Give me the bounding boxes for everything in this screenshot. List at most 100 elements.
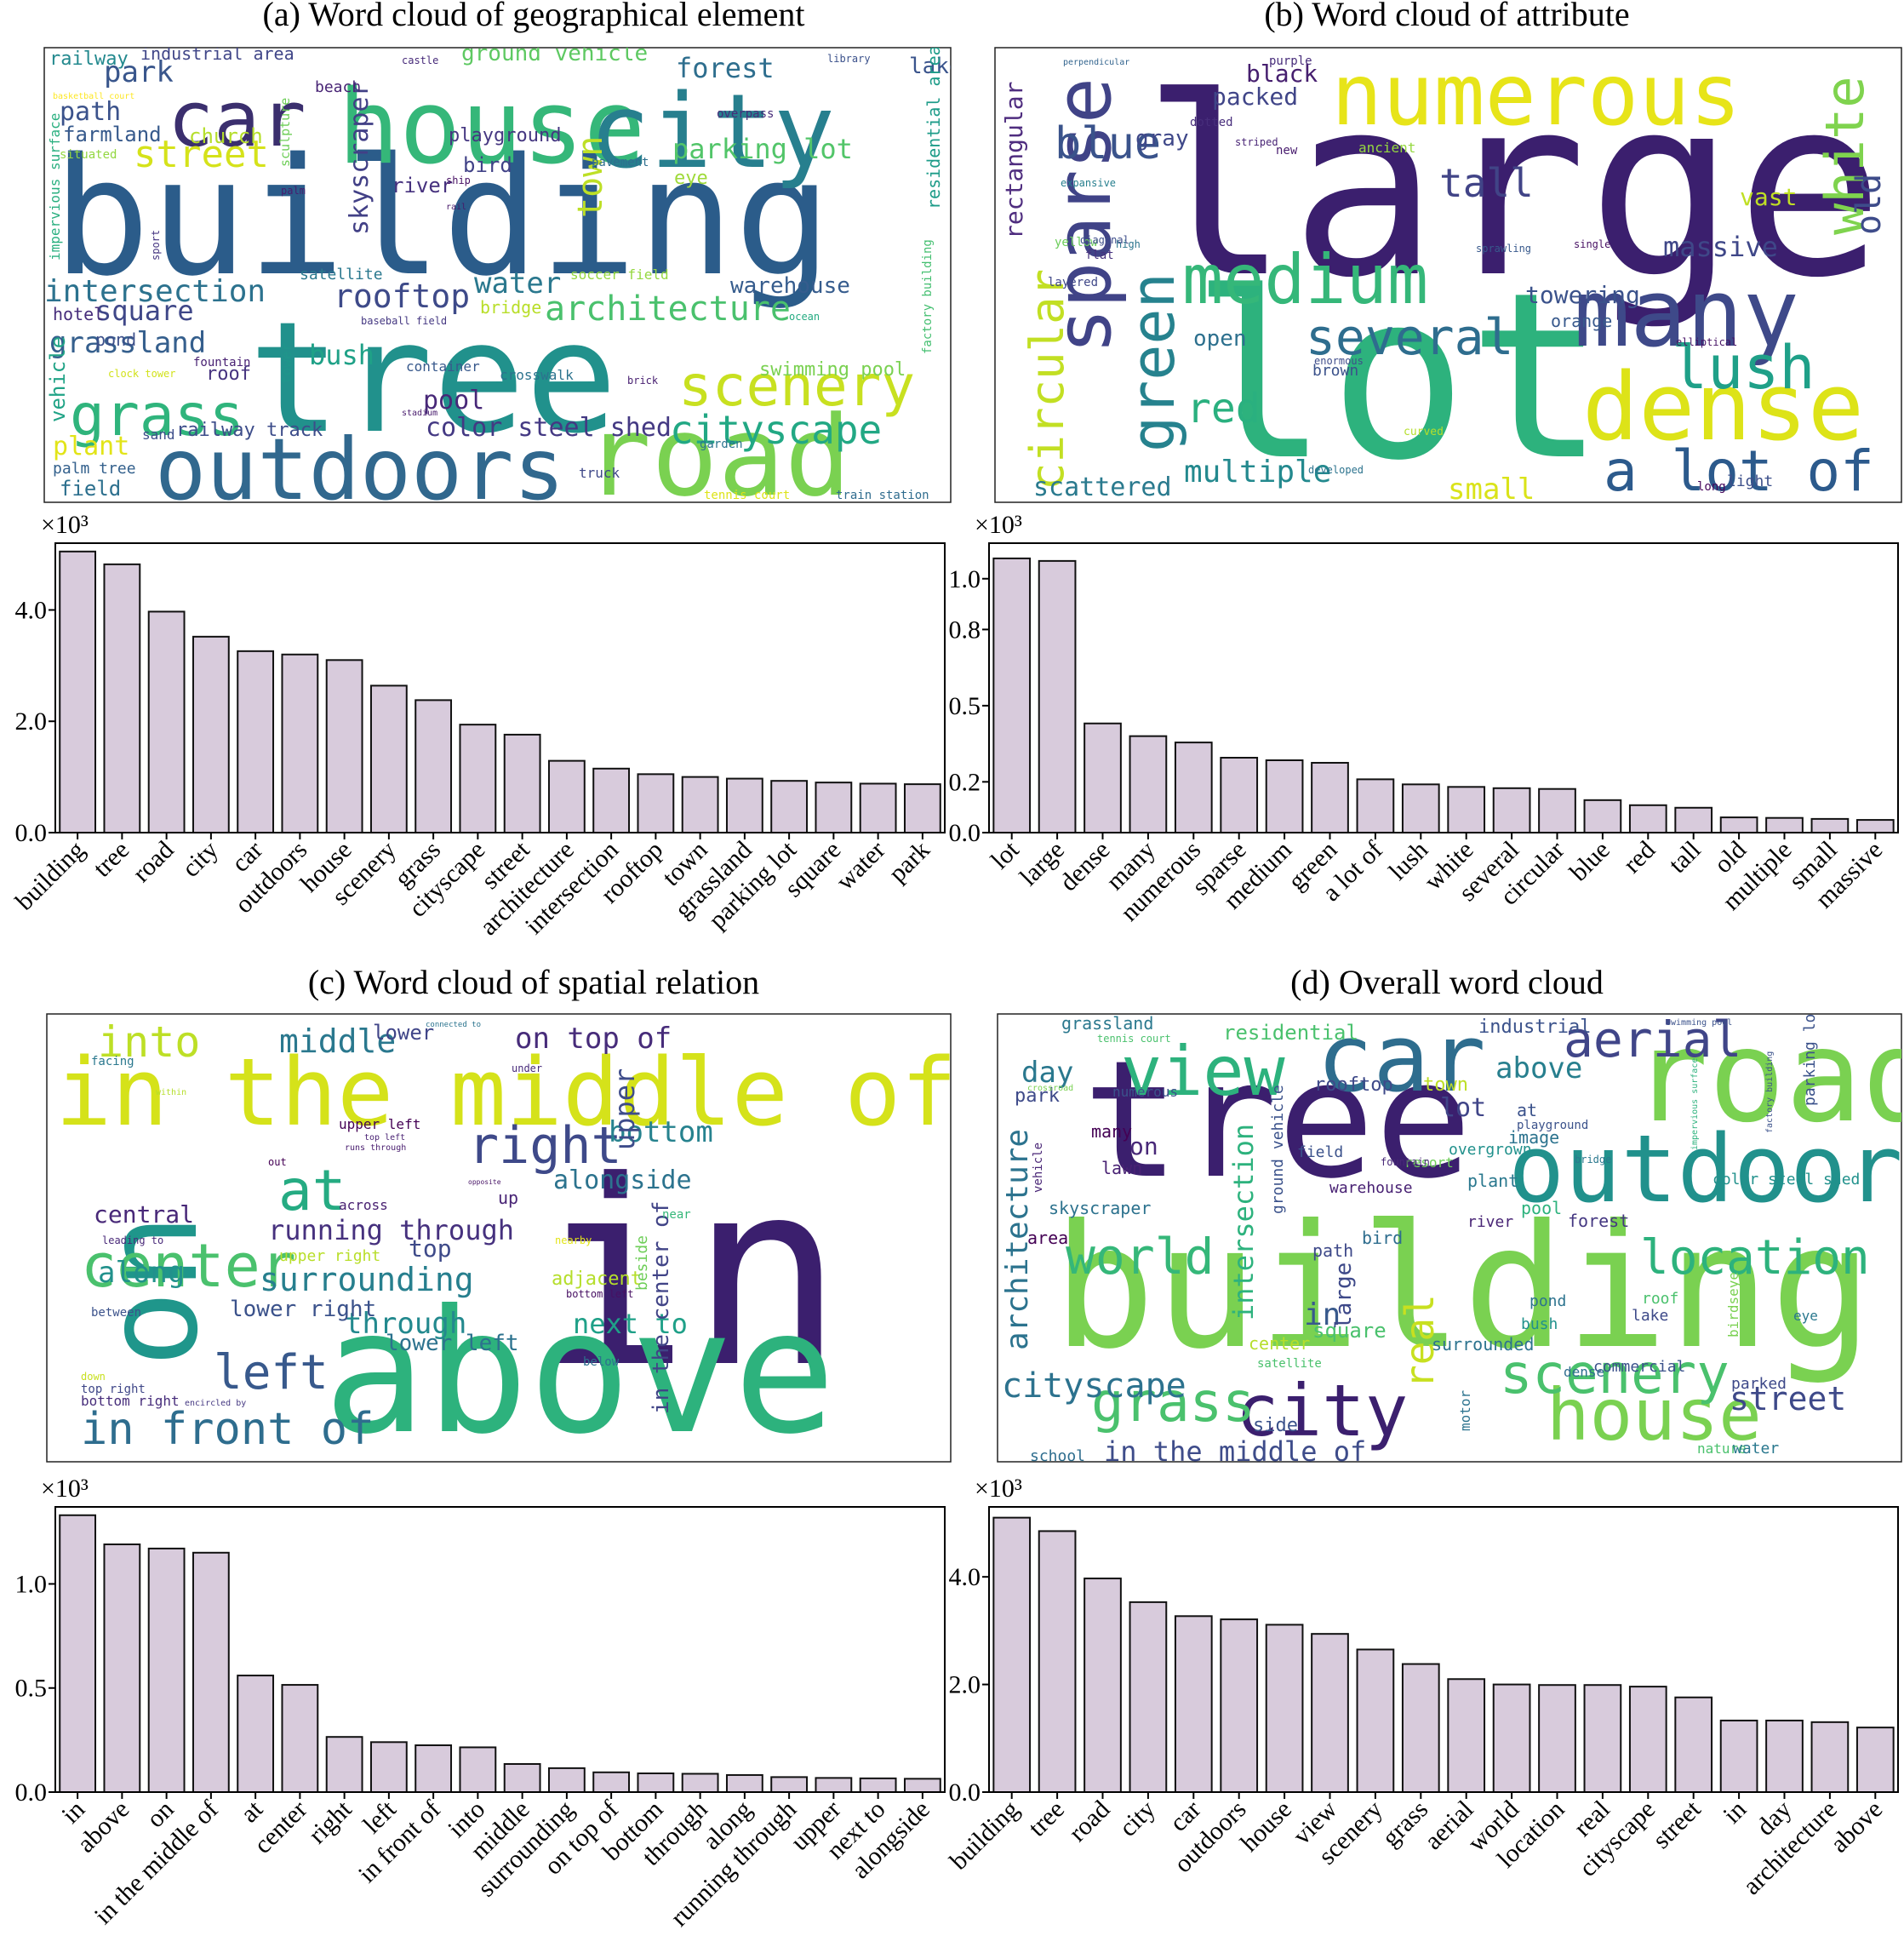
- bar: [592, 767, 631, 833]
- cloud-word: bush: [309, 339, 375, 371]
- cloud-word: vast: [1740, 183, 1797, 211]
- y-tick-label: 4.0: [949, 1563, 981, 1591]
- cloud-word: circular: [1021, 269, 1074, 490]
- cloud-word: roof: [206, 364, 251, 385]
- cloud-word: upper: [609, 1068, 641, 1150]
- cloud-word: sparse: [1039, 77, 1129, 354]
- x-tick-label: tree: [88, 836, 134, 883]
- cloud-word: multiple: [1184, 455, 1331, 490]
- cloud-word: car: [1317, 1004, 1486, 1113]
- axis-multiplier: ×10³: [41, 511, 89, 539]
- cloud-word: lot: [1440, 1093, 1486, 1123]
- cloud-word: forest: [676, 52, 775, 84]
- cloud-word: rooftop: [1314, 1074, 1393, 1096]
- cloud-word: river: [1467, 1213, 1513, 1231]
- bar: [1628, 804, 1667, 834]
- bar: [459, 724, 497, 834]
- bar: [415, 699, 453, 834]
- bar: [770, 780, 809, 834]
- panel-b-title: (b) Word cloud of attribute: [1264, 0, 1629, 33]
- cloud-word: clock tower: [108, 368, 175, 380]
- cloud-word: tennis court: [704, 489, 790, 502]
- cloud-word: top: [409, 1234, 452, 1263]
- bar: [1538, 1684, 1576, 1794]
- cloud-word: sport: [150, 230, 162, 261]
- cloud-word: hotel: [53, 304, 104, 324]
- cloud-word: tall: [1439, 160, 1534, 206]
- cloud-word: road: [585, 392, 851, 521]
- x-tick-label: above: [71, 1796, 134, 1858]
- y-tick-label: 0.5: [949, 692, 981, 720]
- bar: [770, 1776, 809, 1793]
- cloud-word: forest: [1568, 1211, 1629, 1231]
- cloud-word: lot: [1191, 243, 1606, 511]
- cloud-word: grass: [1091, 1372, 1255, 1435]
- cloud-word: above: [1495, 1051, 1582, 1085]
- cloud-word: town: [571, 136, 610, 218]
- cloud-word: view: [1121, 1032, 1285, 1111]
- cloud-word: ground vehicle: [1269, 1085, 1287, 1214]
- cloud-word: opposite: [468, 1178, 501, 1186]
- cloud-word: sprawling: [1476, 243, 1531, 255]
- cloud-word: street: [134, 133, 269, 176]
- cloud-word: swimming pool: [1666, 1018, 1732, 1028]
- bar: [903, 1778, 941, 1793]
- cloud-word: impervious surface: [1690, 1058, 1700, 1150]
- cloud-word: vehicle: [1032, 1143, 1045, 1193]
- y-tick-label: 0.0: [15, 819, 48, 847]
- cloud-word: middle: [279, 1022, 396, 1060]
- bar: [859, 1777, 897, 1794]
- cloud-word: new: [1276, 144, 1298, 158]
- cloud-word: near: [662, 1208, 691, 1222]
- bar: [1538, 788, 1576, 834]
- bar: [1810, 817, 1850, 833]
- cloud-word: on: [78, 1213, 226, 1367]
- cloud-word: square: [95, 295, 194, 327]
- bar: [415, 1744, 453, 1793]
- cloud-word: building: [1053, 1188, 1873, 1387]
- y-tick-label: 0.2: [949, 768, 981, 796]
- cloud-word: long: [1697, 480, 1726, 494]
- x-tick-label: building: [10, 836, 90, 916]
- bar: [1084, 1578, 1122, 1793]
- x-tick-label: tree: [1023, 1796, 1070, 1842]
- cloud-word: at: [278, 1158, 346, 1223]
- cloud-word: eye: [674, 168, 708, 189]
- cloud-word: across: [339, 1197, 388, 1213]
- cloud-word: motor: [1457, 1389, 1473, 1431]
- bar: [1220, 757, 1259, 833]
- cloud-word: castle: [402, 54, 438, 66]
- cloud-word: fountain: [193, 356, 250, 369]
- cloud-word: lower left: [386, 1331, 519, 1356]
- cloud-word: medium: [1182, 240, 1428, 319]
- cloud-word: location: [1640, 1230, 1870, 1286]
- plot-frame: [988, 542, 1899, 833]
- panel-d-word-cloud: [997, 1013, 1902, 1463]
- y-tick-label: 0.0: [949, 1778, 981, 1807]
- bar: [192, 635, 230, 833]
- cloud-word: sculpture: [277, 98, 293, 167]
- x-tick-label: building: [945, 1796, 1025, 1876]
- cloud-word: overgrown: [1449, 1141, 1532, 1159]
- cloud-word: satellite: [300, 266, 383, 284]
- cloud-word: lower: [373, 1021, 434, 1045]
- cloud-word: lawn: [1101, 1158, 1142, 1178]
- cloud-word: impervious surface: [47, 113, 63, 261]
- cloud-word: grass: [70, 382, 244, 450]
- cloud-word: perpendicular: [1063, 58, 1129, 67]
- bar: [1401, 783, 1440, 833]
- cloud-word: upper left: [339, 1116, 420, 1132]
- axis-multiplier: ×10³: [975, 1475, 1022, 1503]
- bar: [503, 733, 541, 834]
- cloud-word: ground vehicle: [461, 41, 648, 66]
- cloud-word: next to: [573, 1308, 688, 1340]
- axis-multiplier: ×10³: [41, 1475, 89, 1503]
- cloud-word: in the middle of: [55, 1038, 958, 1147]
- bar: [815, 782, 853, 834]
- cloud-word: dotted: [1190, 116, 1233, 129]
- cloud-word: commercial: [1593, 1358, 1685, 1376]
- cloud-word: bird: [1362, 1228, 1403, 1248]
- cloud-word: park: [1015, 1085, 1060, 1107]
- x-tick-label: above: [1825, 1796, 1888, 1858]
- cloud-word: layered: [1048, 276, 1098, 289]
